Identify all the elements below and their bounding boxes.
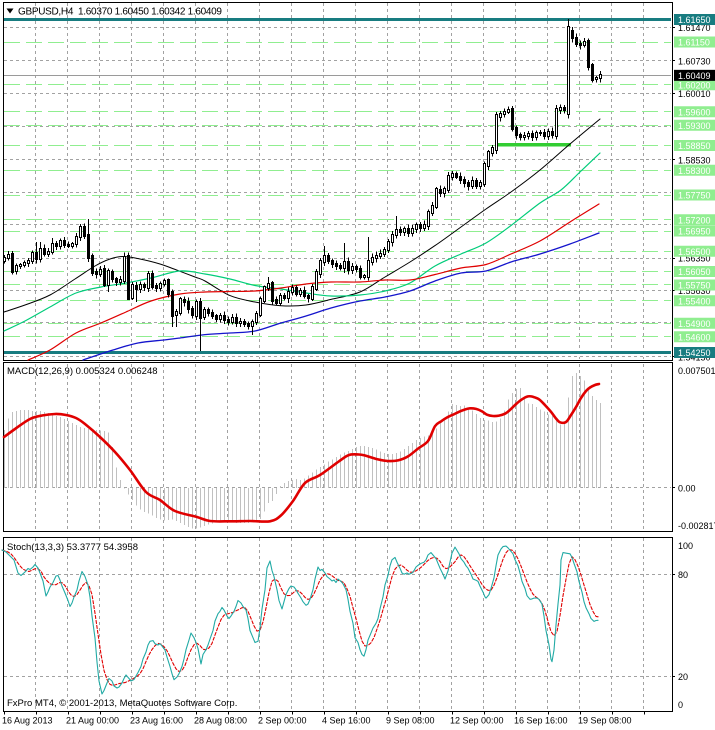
svg-text:9 Sep 08:00: 9 Sep 08:00 — [386, 716, 435, 726]
svg-text:80: 80 — [678, 570, 688, 580]
svg-text:1.61470: 1.61470 — [678, 23, 711, 33]
svg-text:1.54900: 1.54900 — [678, 319, 711, 329]
svg-text:12 Sep 00:00: 12 Sep 00:00 — [450, 716, 504, 726]
svg-text:1.56950: 1.56950 — [678, 227, 711, 237]
svg-text:1.54600: 1.54600 — [678, 332, 711, 342]
svg-text:19 Sep 08:00: 19 Sep 08:00 — [578, 716, 632, 726]
svg-text:1.59600: 1.59600 — [678, 107, 711, 117]
svg-text:FxPro MT4, © 2001-2013, MetaQu: FxPro MT4, © 2001-2013, MetaQuotes Softw… — [7, 698, 237, 709]
svg-text:0.00: 0.00 — [678, 483, 696, 493]
svg-text:Stoch(13,3,3) 53.3777 54.3958: Stoch(13,3,3) 53.3777 54.3958 — [7, 542, 138, 553]
svg-text:1.55750: 1.55750 — [678, 281, 711, 291]
svg-text:1.56500: 1.56500 — [678, 247, 711, 257]
svg-text:16 Aug 2013: 16 Aug 2013 — [2, 716, 53, 726]
svg-text:1.59300: 1.59300 — [678, 121, 711, 131]
svg-text:GBPUSD,H4 1.60370 1.60450 1.6: GBPUSD,H4 1.60370 1.60450 1.60342 1.6040… — [18, 7, 222, 18]
svg-text:0: 0 — [678, 700, 683, 710]
svg-text:1.61650: 1.61650 — [678, 15, 711, 25]
svg-text:20: 20 — [678, 672, 688, 682]
svg-text:21 Aug 00:00: 21 Aug 00:00 — [66, 716, 119, 726]
svg-text:100: 100 — [678, 541, 693, 551]
svg-text:1.54250: 1.54250 — [678, 348, 711, 358]
svg-text:-0.002817: -0.002817 — [678, 521, 715, 531]
svg-text:1.56350: 1.56350 — [678, 254, 711, 264]
svg-text:1.60010: 1.60010 — [678, 89, 711, 99]
svg-text:2 Sep 00:00: 2 Sep 00:00 — [258, 716, 307, 726]
svg-text:16 Sep 16:00: 16 Sep 16:00 — [514, 716, 568, 726]
svg-text:28 Aug 08:00: 28 Aug 08:00 — [194, 716, 247, 726]
svg-text:MACD(12,26,9) 0.005324 0.00624: MACD(12,26,9) 0.005324 0.006248 — [7, 366, 158, 377]
svg-text:1.58850: 1.58850 — [678, 141, 711, 151]
svg-text:1.58300: 1.58300 — [678, 166, 711, 176]
svg-text:23 Aug 16:00: 23 Aug 16:00 — [130, 716, 183, 726]
svg-text:0.007501: 0.007501 — [678, 366, 715, 376]
svg-text:1.56050: 1.56050 — [678, 267, 711, 277]
svg-text:1.55400: 1.55400 — [678, 296, 711, 306]
svg-text:1.61150: 1.61150 — [678, 38, 710, 48]
svg-text:4 Sep 16:00: 4 Sep 16:00 — [322, 716, 371, 726]
svg-text:1.60730: 1.60730 — [678, 56, 711, 66]
svg-text:1.57200: 1.57200 — [678, 215, 711, 225]
svg-text:1.60200: 1.60200 — [678, 80, 711, 90]
svg-text:1.55630: 1.55630 — [678, 286, 711, 296]
svg-text:1.60409: 1.60409 — [678, 71, 711, 81]
svg-text:1.58530: 1.58530 — [678, 155, 711, 165]
svg-text:1.57750: 1.57750 — [678, 191, 711, 201]
